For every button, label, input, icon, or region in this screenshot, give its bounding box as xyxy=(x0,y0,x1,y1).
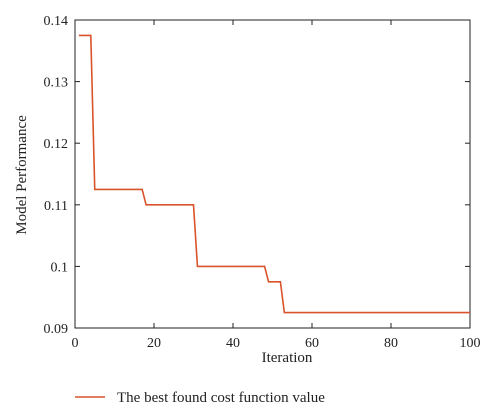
x-axis-ticks: 0 20 40 60 80 100 xyxy=(72,20,481,351)
plot-area-border xyxy=(74,19,471,329)
legend: The best found cost function value xyxy=(75,390,325,406)
y-tick-label: 0.1 xyxy=(51,260,69,275)
y-axis-label: Model Performance xyxy=(14,115,30,235)
x-tick-label: 60 xyxy=(305,336,319,351)
y-tick-label: 0.09 xyxy=(44,322,69,337)
x-tick-label: 40 xyxy=(226,336,240,351)
x-tick-label: 80 xyxy=(384,336,398,351)
y-axis-ticks: 0.09 0.1 0.11 0.12 0.13 0.14 xyxy=(44,14,470,337)
x-tick-label: 20 xyxy=(147,336,161,351)
y-tick-label: 0.13 xyxy=(44,76,69,91)
x-axis-label: Iteration xyxy=(262,350,313,366)
series-layer xyxy=(78,34,470,314)
series-line xyxy=(78,34,470,314)
y-tick-label: 0.12 xyxy=(44,137,69,152)
y-tick-label: 0.11 xyxy=(44,199,68,214)
y-tick-label: 0.14 xyxy=(44,14,69,29)
legend-label: The best found cost function value xyxy=(117,390,325,406)
x-tick-label: 0 xyxy=(72,336,79,351)
plot-frame xyxy=(74,19,471,329)
x-tick-label: 100 xyxy=(460,336,481,351)
